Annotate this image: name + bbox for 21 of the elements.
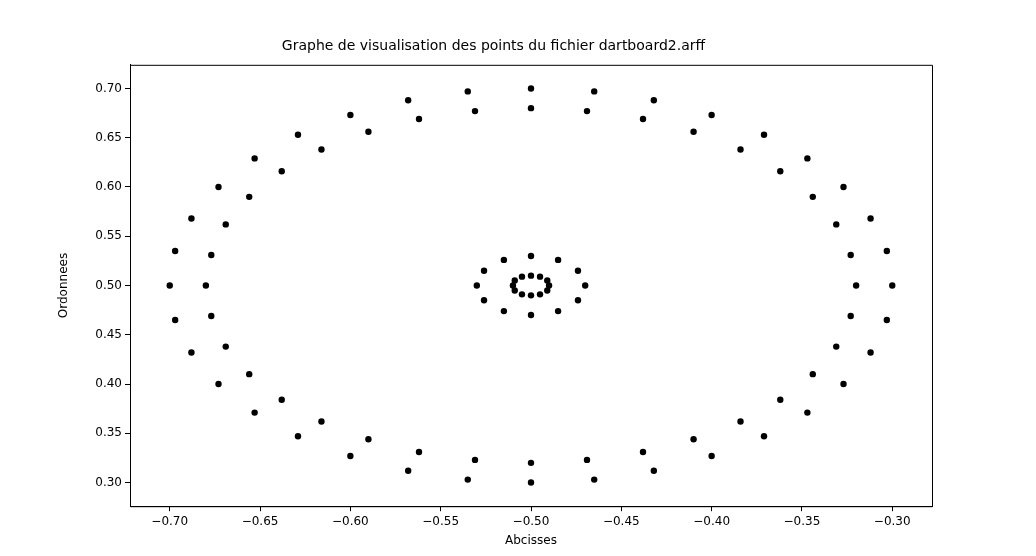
x-tick-label: −0.70	[151, 513, 189, 528]
y-tick-label: 0.50	[95, 277, 122, 292]
x-tick-label: −0.50	[512, 513, 550, 528]
y-tick-label: 0.35	[95, 425, 122, 440]
y-tick-label: 0.30	[95, 474, 122, 489]
y-tick-label: 0.65	[95, 129, 122, 144]
x-tick-label: −0.35	[783, 513, 821, 528]
x-tick-label: −0.40	[693, 513, 731, 528]
y-tick-label: 0.40	[95, 376, 122, 391]
x-tick-label: −0.60	[331, 513, 369, 528]
y-tick-label: 0.55	[95, 228, 122, 243]
x-tick-label: −0.30	[873, 513, 911, 528]
chart-title: Graphe de visualisation des points du fichier dartboard2.arff	[281, 37, 706, 54]
y-tick-label: 0.60	[95, 179, 122, 194]
x-tick-label: −0.55	[422, 513, 460, 528]
x-tick-label: −0.65	[241, 513, 279, 528]
x-tick-label: −0.45	[602, 513, 640, 528]
y-axis-title: Ordonnees	[56, 252, 71, 319]
y-tick-label: 0.45	[95, 326, 122, 341]
x-axis-title: Abcisses	[505, 532, 557, 547]
y-tick-label: 0.70	[95, 80, 122, 95]
